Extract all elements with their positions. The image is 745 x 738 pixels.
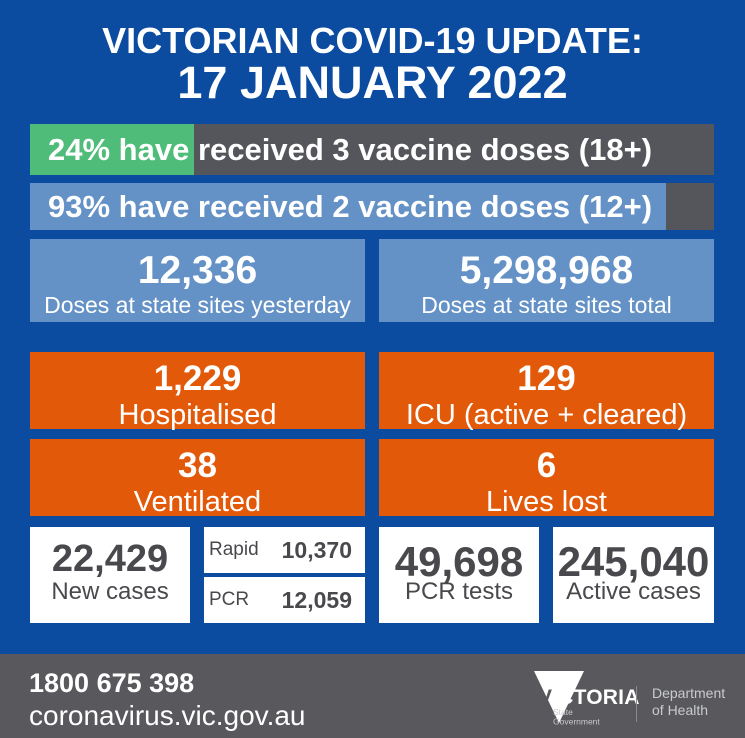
svg-text:VICTORIA: VICTORIA xyxy=(538,686,640,709)
svg-text:State: State xyxy=(553,707,573,717)
svg-text:Government: Government xyxy=(553,717,600,727)
